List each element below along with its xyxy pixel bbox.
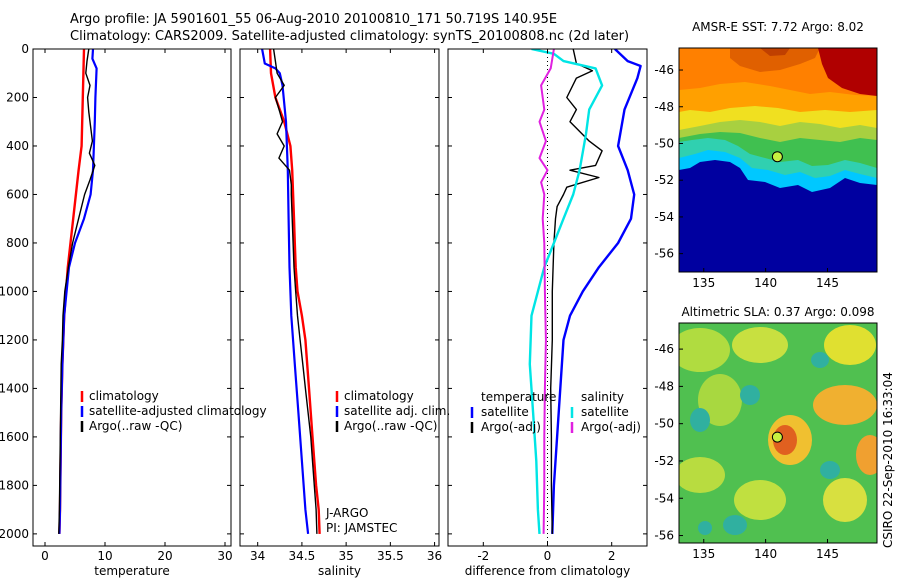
y-tick-label: -54	[654, 491, 674, 505]
x-tick-label: 30	[217, 549, 232, 563]
series-group	[58, 49, 98, 534]
y-tick-label: 1800	[0, 478, 29, 492]
y-tick-label: -52	[654, 173, 674, 187]
map-frame	[678, 47, 878, 273]
y-tick-label: 800	[6, 236, 29, 250]
argo-float-marker	[771, 431, 783, 443]
legend-entry: satellite-adjusted climatology	[89, 404, 267, 418]
y-tick-label: 1600	[0, 430, 29, 444]
legend-group-title: salinity	[581, 390, 624, 404]
series-line-cyan	[528, 49, 604, 534]
series-line-blue	[261, 49, 310, 535]
series-line-blue	[551, 49, 642, 534]
x-tick-label: 145	[816, 276, 839, 290]
legend-entry: Argo(..raw -QC)	[89, 419, 182, 433]
x-axis-label: salinity	[318, 564, 361, 578]
sst-map: AMSR-E SST: 7.72 Argo: 8.02 135 140 145 -46 -…	[654, 20, 878, 290]
legend-panel-3: temperaturesatelliteArgo(-adj)salinitysa…	[470, 390, 641, 434]
y-tick-label: -56	[654, 247, 674, 261]
x-tick-label: 2	[608, 549, 616, 563]
legend-entry: climatology	[344, 389, 414, 403]
y-tick-label: 1400	[0, 381, 29, 395]
series-group	[528, 49, 642, 534]
series-line-red	[268, 49, 321, 534]
y-tick-label: -54	[654, 210, 674, 224]
series-line-magenta	[538, 49, 555, 534]
series-group	[261, 49, 321, 535]
y-tick-label: -46	[654, 342, 674, 356]
figure-title-line2: Climatology: CARS2009. Satellite-adjuste…	[70, 29, 630, 44]
plot-frame	[32, 48, 232, 547]
sla-map: Altimetric SLA: 0.37 Argo: 0.098 135 140 14…	[654, 305, 878, 561]
x-tick-label: 10	[97, 549, 112, 563]
x-axis-label: difference from climatology	[465, 564, 631, 578]
y-tick-label: 200	[6, 90, 29, 104]
x-tick-label: 34	[250, 549, 265, 563]
x-tick-label: 145	[816, 547, 839, 561]
x-tick-label: 0	[544, 549, 552, 563]
y-tick-label: 0	[21, 42, 29, 56]
y-tick-label: -50	[654, 417, 674, 431]
argo-float-marker	[771, 151, 783, 163]
x-tick-label: 140	[754, 276, 777, 290]
legend-entry: satellite	[481, 405, 529, 419]
x-tick-label: 135	[692, 547, 715, 561]
y-tick-label: -50	[654, 136, 674, 150]
sst-field-image	[679, 48, 877, 272]
y-tick-label: 400	[6, 139, 29, 153]
map-title: Altimetric SLA: 0.37 Argo: 0.098	[681, 305, 874, 319]
x-tick-label: 135	[692, 276, 715, 290]
legend-entry: Argo(-adj)	[581, 420, 641, 434]
legend-entry: satellite adj. clim.	[344, 404, 450, 418]
profile-panel-2: 34 34.5 35 35.5 36 salinity	[239, 48, 442, 578]
y-tick-label: 2000	[0, 527, 29, 541]
y-tick-label: -46	[654, 63, 674, 77]
x-tick-label: 140	[754, 547, 777, 561]
y-tick-label: -48	[654, 379, 674, 393]
x-tick-label: 34.5	[289, 549, 316, 563]
legend-entry: Argo(..raw -QC)	[344, 419, 437, 433]
y-tick-label: -52	[654, 454, 674, 468]
y-tick-label: -48	[654, 100, 674, 114]
y-tick-label: 1000	[0, 284, 29, 298]
series-line-black	[550, 49, 603, 534]
x-tick-label: 35.5	[377, 549, 404, 563]
legend-entry: Argo(-adj)	[481, 420, 541, 434]
sla-field-image	[679, 323, 877, 543]
annotation-text: PI: JAMSTEC	[326, 521, 397, 535]
y-tick-label: 1200	[0, 333, 29, 347]
plot-frame	[239, 48, 440, 547]
y-tick-label: -56	[654, 529, 674, 543]
series-line-black	[272, 49, 318, 534]
map-title: AMSR-E SST: 7.72 Argo: 8.02	[692, 20, 864, 34]
x-tick-label: -2	[477, 549, 489, 563]
profile-panel-1: 0 10 20 30 0 200 400 600 800 1000 1200 1400 1600 1800…	[0, 42, 233, 578]
x-tick-label: 0	[41, 549, 49, 563]
x-tick-label: 35	[338, 549, 353, 563]
x-tick-label: 36	[427, 549, 442, 563]
annotation-text: J-ARGO	[325, 506, 368, 520]
x-axis-label: temperature	[94, 564, 169, 578]
figure-title-line1: Argo profile: JA 5901601_55 06-Aug-2010 …	[70, 12, 558, 27]
series-line-red	[58, 49, 86, 534]
footer-stamp: CSIRO 22-Sep-2010 16:33:04	[881, 372, 895, 548]
x-tick-label: 20	[157, 549, 172, 563]
legend-entry: satellite	[581, 405, 629, 419]
series-line-black	[58, 49, 96, 534]
legend-entry: climatology	[89, 389, 159, 403]
legend-group-title: temperature	[481, 390, 556, 404]
y-tick-label: 600	[6, 187, 29, 201]
map-frame	[678, 322, 878, 544]
